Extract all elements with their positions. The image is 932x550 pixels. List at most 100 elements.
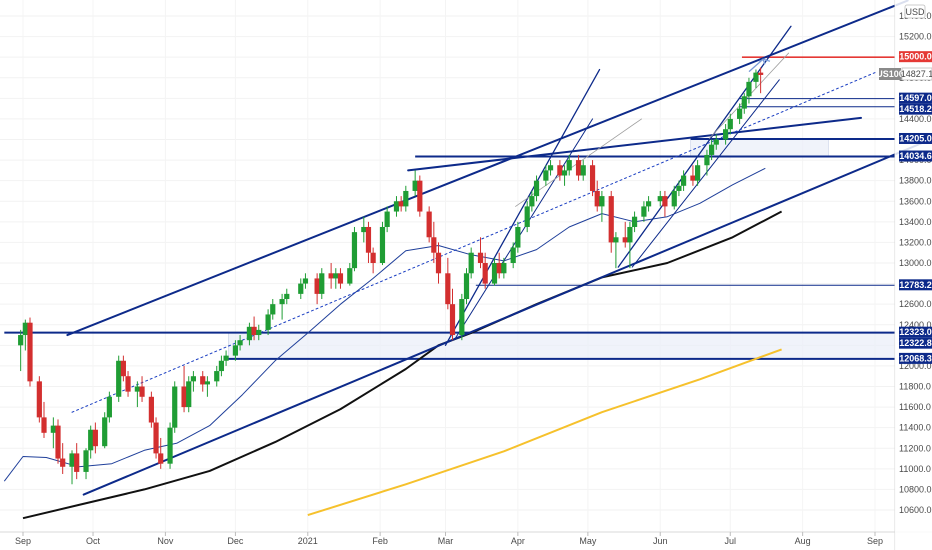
y-tick-label: 14400.0 xyxy=(899,114,932,124)
candle-body xyxy=(608,196,614,243)
candle xyxy=(223,350,229,366)
candle xyxy=(204,376,211,397)
candle-body xyxy=(566,160,572,171)
candle-body xyxy=(270,304,276,315)
candle xyxy=(265,309,271,336)
candles[interactable] xyxy=(18,67,764,485)
candle xyxy=(741,93,747,114)
candle xyxy=(36,376,42,423)
price-level-lines xyxy=(4,56,895,360)
candle xyxy=(237,335,243,351)
candle xyxy=(594,180,600,212)
candle xyxy=(398,196,404,212)
candle-body xyxy=(167,427,173,464)
price-level-tag-label: 14205.0 xyxy=(899,133,932,143)
y-tick-label: 13800.0 xyxy=(899,176,932,186)
price-level-tag-label: 12068.3 xyxy=(899,353,932,363)
last-price-label: 14827.1 xyxy=(901,69,932,79)
candle xyxy=(125,371,131,397)
candle-body xyxy=(758,72,764,75)
trend-lines xyxy=(66,0,932,496)
y-tick-label: 12000.0 xyxy=(899,361,932,371)
candle-body xyxy=(690,175,696,181)
price-level-tag-box xyxy=(899,103,932,115)
candle xyxy=(463,268,470,305)
x-tick-label: Sep xyxy=(867,536,883,546)
candle-body xyxy=(55,425,61,459)
trend-line xyxy=(444,68,601,346)
candle-body xyxy=(449,304,456,336)
candle xyxy=(60,443,66,474)
candle xyxy=(561,165,568,186)
currency-label: USD xyxy=(905,7,925,17)
candle xyxy=(608,190,614,253)
candle-body xyxy=(134,386,140,392)
candle-body xyxy=(314,278,320,294)
candle xyxy=(426,206,432,243)
candle xyxy=(328,263,334,289)
projection-arrow xyxy=(748,58,771,73)
candle xyxy=(246,322,253,346)
candle-body xyxy=(328,273,334,279)
candle xyxy=(547,160,554,176)
candle-body xyxy=(172,386,178,428)
candle-body xyxy=(491,263,498,284)
candle xyxy=(172,381,178,433)
candle xyxy=(83,448,89,480)
y-tick-label: 11800.0 xyxy=(899,382,931,392)
candle-body xyxy=(676,185,682,191)
currency-box xyxy=(904,4,926,19)
y-axis-panel[interactable] xyxy=(895,0,932,550)
candle xyxy=(580,160,586,181)
candle-body xyxy=(704,154,710,166)
x-tick-label: Nov xyxy=(157,536,174,546)
candle-body xyxy=(83,450,89,472)
y-tick-label: 10600.0 xyxy=(899,505,932,515)
candle xyxy=(412,170,418,197)
x-tick-label: Mar xyxy=(438,536,454,546)
candle xyxy=(190,371,196,392)
candle xyxy=(694,160,701,186)
candle-body xyxy=(116,360,122,397)
candle-body xyxy=(223,355,229,361)
candle xyxy=(120,355,126,382)
price-level-tag-label: 14518.2 xyxy=(899,104,932,114)
trend-line xyxy=(71,72,876,413)
candle xyxy=(599,190,605,222)
price-level-tag-box xyxy=(899,279,932,291)
candle xyxy=(69,450,75,485)
candle xyxy=(690,165,696,186)
candle xyxy=(403,185,409,212)
candle xyxy=(370,247,376,274)
candle-body xyxy=(256,329,262,336)
price-level-tag: 14034.6 xyxy=(899,150,932,162)
candle-body xyxy=(589,165,596,191)
x-axis-ticks: Sep Oct Nov Dec 2021 Feb Mar Apr May Jun Jul Aug Sep xyxy=(15,532,883,546)
candle-body xyxy=(18,335,24,346)
candle xyxy=(302,273,309,289)
candle xyxy=(279,293,285,320)
candle xyxy=(186,376,192,413)
candle xyxy=(139,376,145,402)
y-tick-label: 13600.0 xyxy=(899,196,932,206)
price-level-tag-box xyxy=(899,92,932,104)
candle xyxy=(347,263,353,286)
x-tick-label: 2021 xyxy=(298,536,318,546)
candle-body xyxy=(557,165,563,176)
candle-body xyxy=(515,226,521,248)
candle-body xyxy=(284,293,290,300)
candle-body xyxy=(200,376,206,385)
candle xyxy=(158,437,164,469)
trend-line xyxy=(631,79,780,268)
candle xyxy=(379,221,386,266)
price-level-tag: 15000.0 xyxy=(899,51,932,63)
candle xyxy=(270,299,276,320)
price-level-tag-box xyxy=(899,352,932,364)
candle xyxy=(134,381,140,408)
candle-body xyxy=(351,232,358,269)
candle-body xyxy=(575,160,582,176)
candle xyxy=(680,170,687,191)
candle-body xyxy=(218,360,225,372)
y-tick-label: 11400.0 xyxy=(899,423,931,433)
